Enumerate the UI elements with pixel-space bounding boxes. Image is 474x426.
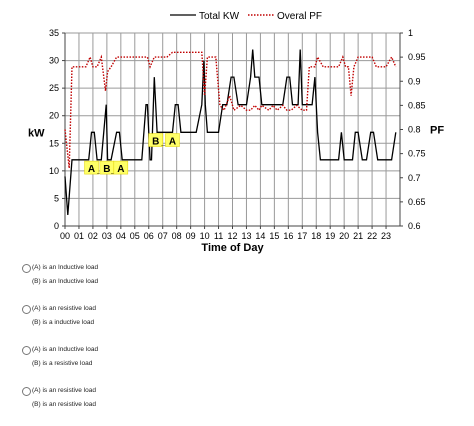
x-tick-label: 03 bbox=[102, 231, 112, 241]
option-4-line-1: (A) is an resistive load bbox=[32, 387, 96, 394]
option-2-line-1: (A) is an resistive load bbox=[32, 305, 96, 312]
y-tick-label-right: 0.8 bbox=[408, 125, 421, 135]
x-tick-label: 11 bbox=[214, 231, 223, 241]
option-2-line-2: (B) is a inductive load bbox=[32, 319, 95, 326]
option-3-line-2: (B) is a resistive load bbox=[32, 360, 93, 367]
x-tick-label: 12 bbox=[227, 231, 237, 241]
y-tick-label-right: 0.95 bbox=[408, 52, 426, 62]
y-tick-label-left: 35 bbox=[49, 28, 59, 38]
x-tick-label: 10 bbox=[200, 231, 210, 241]
x-tick-label: 13 bbox=[241, 231, 251, 241]
x-tick-label: 23 bbox=[381, 231, 391, 241]
option-4-line-2: (B) is an resistive load bbox=[32, 401, 96, 408]
x-axis-title: Time of Day bbox=[201, 242, 264, 254]
y-tick-label-left: 25 bbox=[49, 83, 59, 93]
x-tick-label: 02 bbox=[88, 231, 98, 241]
annotation-box bbox=[113, 160, 129, 175]
x-tick-label: 18 bbox=[311, 231, 321, 241]
y-tick-label-left: 0 bbox=[54, 221, 59, 231]
answer-option-1[interactable]: (A) is an Inductive load (B) is an Induc… bbox=[22, 262, 462, 303]
y-tick-label-right: 0.85 bbox=[408, 100, 426, 110]
annotation-label: A bbox=[88, 164, 95, 175]
x-tick-label: 17 bbox=[297, 231, 307, 241]
answer-option-4[interactable]: (A) is an resistive load (B) is an resis… bbox=[22, 385, 462, 426]
x-tick-label: 00 bbox=[60, 231, 70, 241]
y-tick-label-left: 15 bbox=[49, 138, 59, 148]
radio-button-option-3[interactable] bbox=[22, 346, 31, 355]
x-tick-label: 20 bbox=[339, 231, 349, 241]
annotation-box bbox=[165, 133, 180, 147]
x-tick-label: 15 bbox=[269, 231, 279, 241]
y-tick-label-left: 10 bbox=[49, 166, 59, 176]
annotation-box bbox=[84, 160, 99, 175]
series-line-kw bbox=[64, 49, 397, 216]
y-tick-label-right: 0.65 bbox=[408, 197, 426, 207]
radio-button-option-4[interactable] bbox=[22, 387, 31, 396]
x-tick-label: 07 bbox=[158, 231, 168, 241]
answer-options: (A) is an Inductive load (B) is an Induc… bbox=[22, 262, 462, 426]
annotation-separator: _ bbox=[96, 164, 103, 175]
x-tick-label: 22 bbox=[367, 231, 377, 241]
y-tick-label-right: 0.75 bbox=[408, 149, 426, 159]
x-tick-label: 09 bbox=[186, 231, 196, 241]
y-tick-label-left: 30 bbox=[49, 56, 59, 66]
annotation-label: B bbox=[152, 137, 159, 148]
annotation-separator: _ bbox=[110, 164, 117, 175]
legend-label-pf: Overal PF bbox=[277, 11, 322, 22]
y-tick-label-right: 0.9 bbox=[408, 76, 421, 86]
answer-option-3[interactable]: (A) is an Inductive load (B) is a resist… bbox=[22, 344, 462, 385]
annotation-label: A bbox=[169, 137, 176, 148]
option-3-line-1: (A) is an Inductive load bbox=[32, 346, 99, 353]
x-tick-label: 14 bbox=[255, 231, 265, 241]
legend-label-kw: Total KW bbox=[199, 11, 240, 22]
answer-option-2[interactable]: (A) is an resistive load (B) is a induct… bbox=[22, 303, 462, 344]
x-tick-label: 19 bbox=[325, 231, 335, 241]
radio-button-option-1[interactable] bbox=[22, 264, 31, 273]
x-tick-label: 04 bbox=[116, 231, 126, 241]
y-axis-title-right: PF bbox=[430, 125, 444, 137]
x-tick-label: 21 bbox=[353, 231, 363, 241]
y-tick-label-left: 5 bbox=[54, 193, 59, 203]
annotation-separator: _ bbox=[160, 137, 167, 148]
x-tick-label: 06 bbox=[144, 231, 154, 241]
x-tick-label: 16 bbox=[283, 231, 293, 241]
annotation-box bbox=[148, 133, 163, 147]
option-1-line-2: (B) is an Inductive load bbox=[32, 278, 99, 285]
annotation-label: B bbox=[103, 164, 110, 175]
y-tick-label-right: 0.6 bbox=[408, 221, 421, 231]
x-tick-label: 08 bbox=[172, 231, 182, 241]
x-tick-label: 05 bbox=[130, 231, 140, 241]
y-tick-label-right: 1 bbox=[408, 28, 413, 38]
y-tick-label-right: 0.7 bbox=[408, 173, 421, 183]
y-tick-label-left: 20 bbox=[49, 111, 59, 121]
series-line-pf bbox=[64, 51, 397, 169]
y-axis-title-left: kW bbox=[28, 127, 45, 139]
radio-button-option-2[interactable] bbox=[22, 305, 31, 314]
x-tick-label: 01 bbox=[74, 231, 84, 241]
annotation-label: A bbox=[117, 164, 124, 175]
option-1-line-1: (A) is an Inductive load bbox=[32, 264, 99, 271]
kw-pf-chart: 051015202530350.60.650.70.750.80.850.90.… bbox=[28, 11, 444, 254]
